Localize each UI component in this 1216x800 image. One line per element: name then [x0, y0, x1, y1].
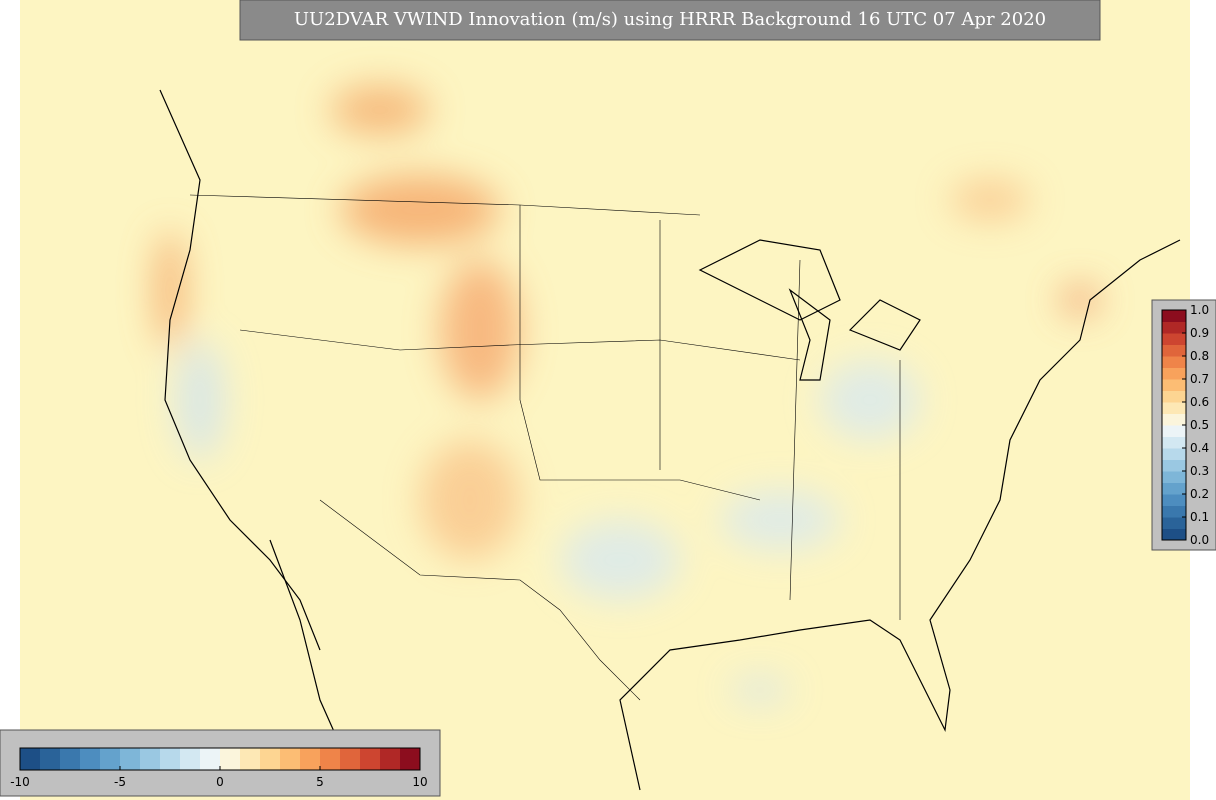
colorbar-segment [1162, 310, 1186, 322]
colorbar-tick-label: 0.9 [1190, 326, 1209, 340]
colorbar-segment [300, 748, 321, 770]
colorbar-segment [1162, 459, 1186, 472]
colorbar-tick-label: 1.0 [1190, 303, 1209, 317]
colorbar-segment [1162, 379, 1186, 391]
colorbar-segment [1162, 528, 1186, 541]
colorbar-segment [1162, 333, 1186, 345]
colorbar-segment [1162, 402, 1186, 414]
colorbar-segment [360, 748, 381, 770]
colorbar-segment [1162, 356, 1186, 368]
colorbar-tick-label: 0.5 [1190, 418, 1209, 432]
colorbar-segment [160, 748, 181, 770]
colorbar-tick-label: 0.4 [1190, 441, 1209, 455]
colorbar-tick-label: 0.6 [1190, 395, 1209, 409]
colorbar-segment [400, 748, 421, 770]
colorbar-segment [240, 748, 261, 770]
colorbar-tick-label: 10 [412, 775, 427, 789]
colorbar-segment [1162, 482, 1186, 495]
borders [189, 194, 901, 701]
colorbar-segment [100, 748, 121, 770]
colorbar-segment [1162, 344, 1186, 357]
colorbar-segment [1162, 494, 1186, 506]
colorbar-segment [1162, 448, 1186, 460]
colorbar-segment [180, 748, 201, 770]
title: UU2DVAR VWIND Innovation (m/s) using HRR… [294, 9, 1046, 30]
colorbar-segment [1162, 505, 1186, 518]
colorbar-tick-label: 0.0 [1190, 533, 1209, 547]
colorbar-segment [200, 748, 221, 770]
colorbar-segment [320, 748, 341, 770]
colorbar-tick-label: -10 [10, 775, 30, 789]
colorbar-tick-label: 0.2 [1190, 487, 1209, 501]
colorbar-segment [1162, 367, 1186, 380]
colorbar-segment [1162, 321, 1186, 334]
colorbar-segment [120, 748, 141, 770]
colorbar-segment [1162, 413, 1186, 426]
colorbar-segment [340, 748, 361, 770]
colorbar-segment [80, 748, 101, 770]
colorbar-tick-label: 0 [216, 775, 224, 789]
colorbar-segment [380, 748, 401, 770]
colorbar-tick-label: -5 [114, 775, 126, 789]
colorbar-segment [260, 748, 281, 770]
colorbar-segment [280, 748, 301, 770]
colorbar-tick-label: 0.3 [1190, 464, 1209, 478]
colorbar-tick-label: 0.1 [1190, 510, 1209, 524]
colorbar-segment [140, 748, 161, 770]
colorbar-segment [60, 748, 81, 770]
analysis-field [155, 85, 1100, 702]
colorbar-tick-label: 5 [316, 775, 324, 789]
colorbar-tick-label: 0.8 [1190, 349, 1209, 363]
colorbar-segment [1162, 517, 1186, 529]
colorbar-segment [1162, 390, 1186, 403]
colorbar-segment [220, 748, 241, 770]
colorbar-segment [1162, 471, 1186, 483]
colorbar-segment [40, 748, 61, 770]
colorbar-segment [20, 748, 41, 770]
title-box [239, 0, 1101, 41]
colorbar-segment [1162, 436, 1186, 449]
colorbar-tick-label: 0.7 [1190, 372, 1209, 386]
colorbar-segment [1162, 425, 1186, 437]
